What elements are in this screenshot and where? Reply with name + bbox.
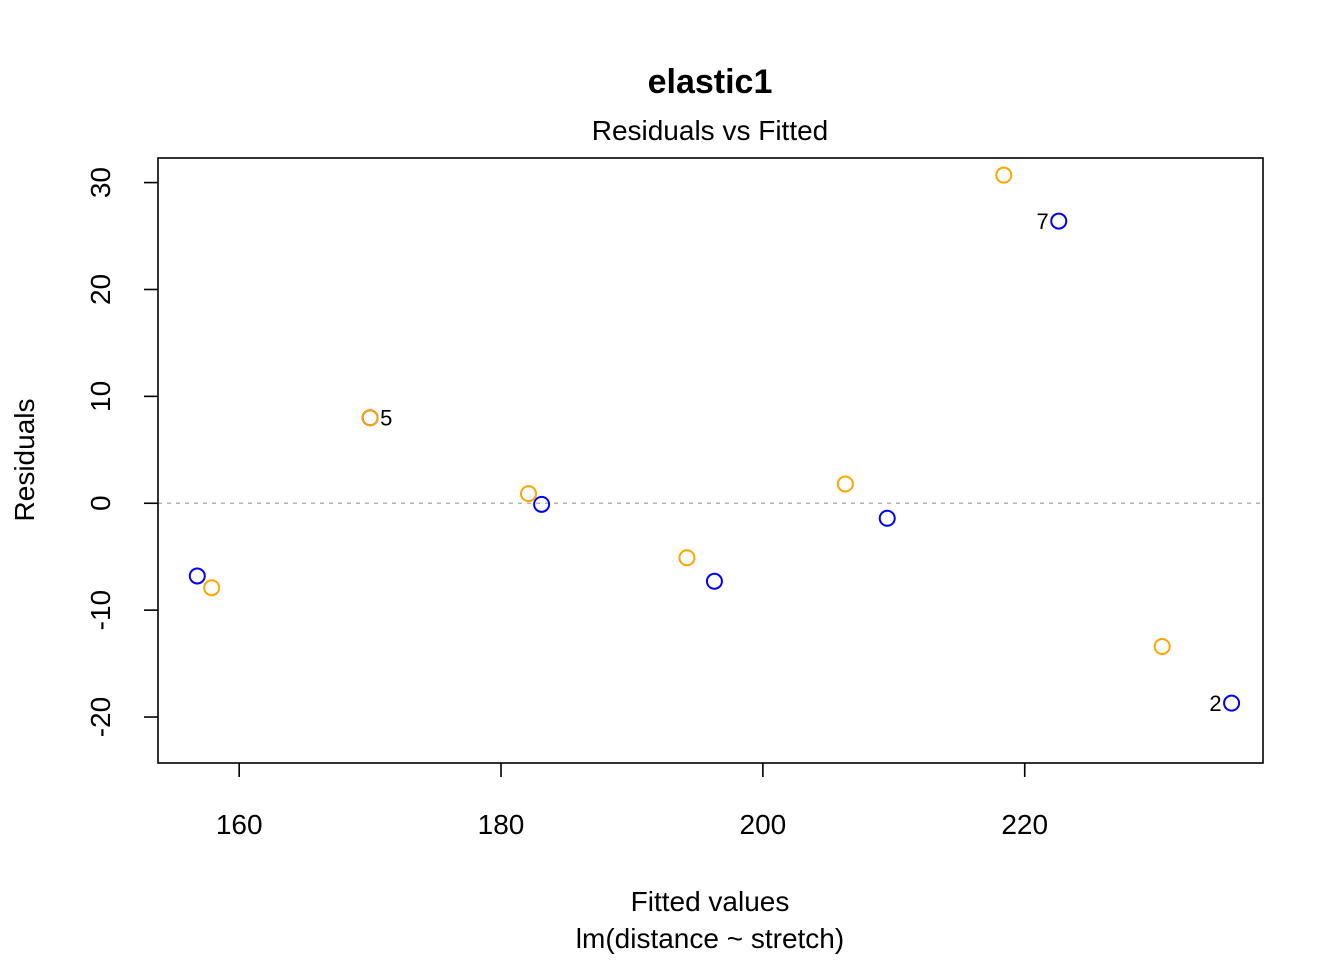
y-tick-label: 0 <box>85 495 116 511</box>
data-point-series-2 <box>361 409 379 427</box>
x-tick-label: 180 <box>478 809 525 840</box>
y-tick-label: 30 <box>85 167 116 198</box>
x-tick-label: 200 <box>740 809 787 840</box>
point-label: 2 <box>1209 691 1221 716</box>
data-point-series-2 <box>995 166 1013 184</box>
y-tick-label: -20 <box>85 697 116 737</box>
point-label: 7 <box>1037 209 1049 234</box>
point-label: 5 <box>380 406 392 431</box>
data-point-series-1 <box>533 495 551 513</box>
y-tick-label: 20 <box>85 274 116 305</box>
x-axis-subtitle: lm(distance ~ stretch) <box>576 923 844 954</box>
data-point-series-2 <box>520 485 538 503</box>
x-tick-label: 220 <box>1001 809 1048 840</box>
y-tick-label: -10 <box>85 590 116 630</box>
data-point-series-2 <box>203 579 221 597</box>
data-point-series-1 <box>188 567 206 585</box>
y-tick-label: 10 <box>85 381 116 412</box>
chart-title: elastic1 <box>648 63 773 101</box>
data-point-series-1 <box>878 509 896 527</box>
data-point-series-2 <box>1153 637 1171 655</box>
data-point-series-1 <box>705 572 723 590</box>
data-point-series-2 <box>836 475 854 493</box>
chart-subtitle: Residuals vs Fitted <box>592 115 829 146</box>
y-axis-title: Residuals <box>9 399 40 522</box>
x-tick-label: 160 <box>216 809 263 840</box>
plot-area: 160 180 200 220 -20 -10 0 10 20 30 5 7 2 <box>85 157 1264 840</box>
data-point-series-1 <box>1050 212 1068 230</box>
plot-frame <box>157 157 1264 764</box>
x-axis-title: Fitted values <box>631 886 790 917</box>
data-point-series-2 <box>678 549 696 567</box>
data-point-series-1 <box>1223 694 1241 712</box>
